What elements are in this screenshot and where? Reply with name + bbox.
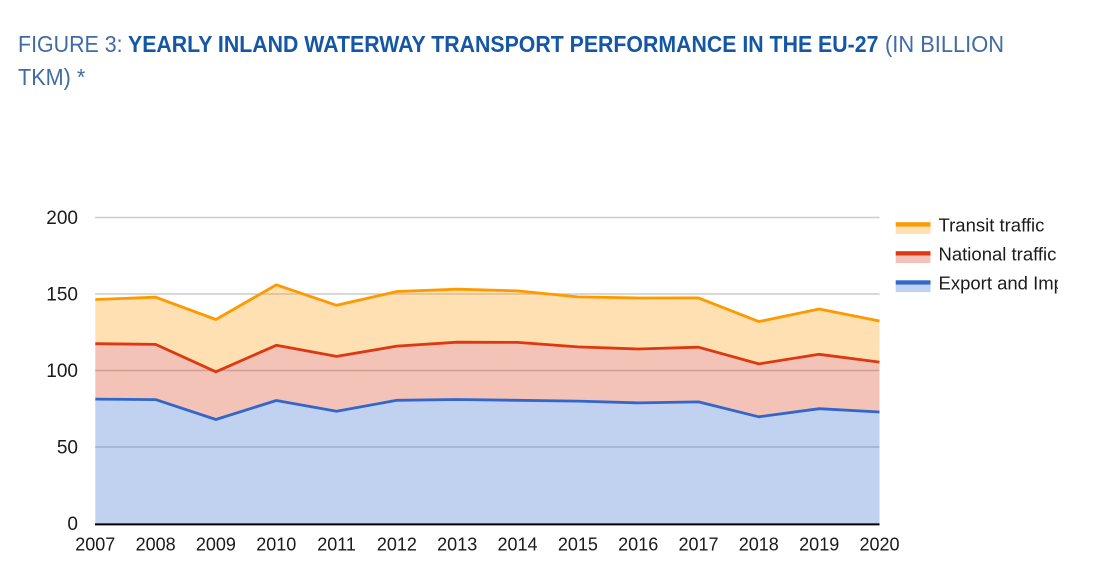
- svg-text:100: 100: [46, 361, 78, 382]
- svg-text:2019: 2019: [799, 535, 839, 555]
- svg-text:50: 50: [57, 438, 78, 459]
- svg-text:2007: 2007: [75, 535, 115, 555]
- svg-text:2008: 2008: [136, 535, 176, 555]
- svg-text:2013: 2013: [437, 535, 477, 555]
- svg-text:200: 200: [46, 208, 78, 229]
- svg-text:2014: 2014: [497, 535, 537, 555]
- svg-text:2020: 2020: [859, 535, 899, 555]
- svg-text:2009: 2009: [196, 535, 236, 555]
- svg-text:2015: 2015: [558, 535, 598, 555]
- svg-text:National traffic: National traffic: [939, 243, 1057, 264]
- svg-text:2012: 2012: [377, 535, 417, 555]
- svg-text:Transit traffic: Transit traffic: [939, 214, 1045, 235]
- svg-text:2010: 2010: [256, 535, 296, 555]
- svg-text:2018: 2018: [739, 535, 779, 555]
- svg-text:0: 0: [67, 514, 78, 535]
- svg-text:2017: 2017: [678, 535, 718, 555]
- svg-text:2016: 2016: [618, 535, 658, 555]
- svg-text:Export and Import: Export and Import: [939, 272, 1086, 293]
- svg-text:150: 150: [46, 285, 78, 306]
- svg-text:2011: 2011: [317, 535, 356, 555]
